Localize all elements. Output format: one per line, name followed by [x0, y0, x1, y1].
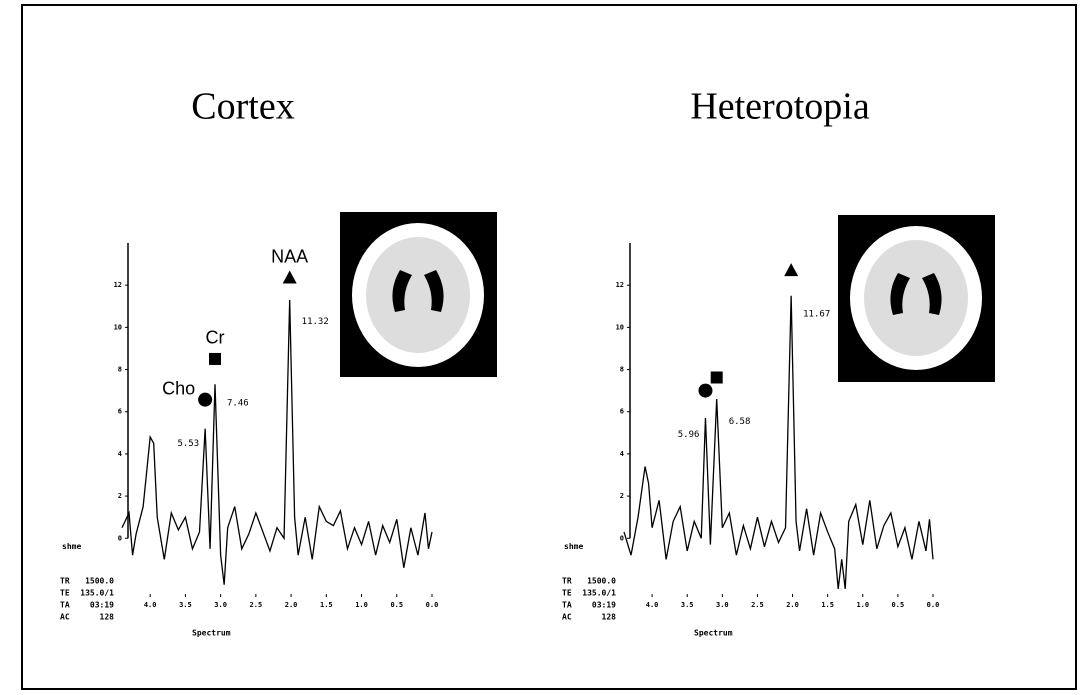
- x-tick-label: 1.0: [355, 601, 368, 609]
- x-tick-label: 2.0: [786, 601, 799, 609]
- param-value: 1500.0: [85, 577, 114, 586]
- y-tick-label: 0: [620, 534, 624, 542]
- param-name: TA: [562, 601, 572, 610]
- peak-marker: [209, 353, 221, 365]
- param-value: 128: [602, 613, 617, 622]
- param-name: TA: [60, 601, 70, 610]
- x-tick-label: 3.5: [179, 601, 192, 609]
- peak-value: 5.96: [678, 430, 700, 440]
- peak-marker: [698, 384, 712, 398]
- param-name: TR: [562, 577, 572, 586]
- param-value: 1500.0: [587, 577, 616, 586]
- y-tick-label: 2: [620, 492, 624, 500]
- param-name: AC: [60, 613, 70, 622]
- x-tick-label: 1.5: [821, 601, 834, 609]
- y-tick-label: 4: [620, 450, 624, 458]
- param-value: 128: [100, 613, 115, 622]
- peak-value: 7.46: [227, 398, 249, 408]
- y-tick-label: 12: [616, 281, 624, 289]
- peak-marker: [711, 371, 723, 383]
- y-tick-label: 12: [114, 281, 122, 289]
- y-tick-label: 4: [118, 450, 122, 458]
- chart-title: Cortex: [191, 86, 294, 128]
- peak-name: Cho: [162, 378, 195, 398]
- peak-value: 6.58: [729, 417, 751, 427]
- x-tick-label: 3.0: [716, 601, 729, 609]
- x-tick-label: 0.5: [390, 601, 403, 609]
- y-tick-label: 2: [118, 492, 122, 500]
- x-tick-label: 1.5: [320, 601, 333, 609]
- y-tick-label: 10: [114, 323, 122, 331]
- y-tick-label: 8: [118, 366, 122, 374]
- brain-image-left: [340, 212, 497, 377]
- param-name: TR: [60, 577, 70, 586]
- x-tick-label: 4.0: [646, 601, 659, 609]
- y-tick-label: 6: [118, 408, 122, 416]
- peak-name: NAA: [271, 246, 308, 266]
- param-name: AC: [562, 613, 572, 622]
- page: Cortex 0 2 4 6 8 10 12 4.0 3.5 3.0 2.5 2.0 1.5 1.0 0.5 0…: [0, 0, 1082, 695]
- peak-value: 11.32: [302, 317, 329, 327]
- param-value: 03:19: [592, 601, 616, 610]
- x-tick-label: 3.5: [681, 601, 694, 609]
- peak-value: 11.67: [803, 310, 830, 320]
- peak-marker: [198, 393, 212, 407]
- peak-value: 5.53: [177, 439, 199, 449]
- x-tick-label: 2.0: [285, 601, 298, 609]
- x-tick-label: 2.5: [250, 601, 263, 609]
- side-label: shme: [62, 542, 81, 551]
- peak-name: Cr: [206, 328, 225, 348]
- x-tick-label: 0.0: [927, 601, 940, 609]
- figure: Cortex 0 2 4 6 8 10 12 4.0 3.5 3.0 2.5 2.0 1.5 1.0 0.5 0…: [0, 0, 1082, 695]
- param-name: TE: [60, 589, 70, 598]
- param-name: TE: [562, 589, 572, 598]
- chart-title: Heterotopia: [690, 86, 870, 128]
- param-value: 135.0/1: [80, 589, 114, 598]
- y-tick-label: 8: [620, 366, 624, 374]
- x-axis-label: Spectrum: [192, 629, 231, 638]
- x-tick-label: 4.0: [144, 601, 157, 609]
- x-axis-label: Spectrum: [694, 629, 733, 638]
- brain-image-right: [838, 215, 995, 382]
- y-tick-label: 6: [620, 408, 624, 416]
- param-value: 135.0/1: [582, 589, 616, 598]
- side-label: shme: [564, 542, 583, 551]
- x-tick-label: 3.0: [214, 601, 227, 609]
- x-tick-label: 2.5: [751, 601, 764, 609]
- y-tick-label: 0: [118, 534, 122, 542]
- x-tick-label: 0.5: [892, 601, 905, 609]
- x-tick-label: 1.0: [856, 601, 869, 609]
- param-value: 03:19: [90, 601, 114, 610]
- x-tick-label: 0.0: [426, 601, 439, 609]
- y-tick-label: 10: [616, 323, 624, 331]
